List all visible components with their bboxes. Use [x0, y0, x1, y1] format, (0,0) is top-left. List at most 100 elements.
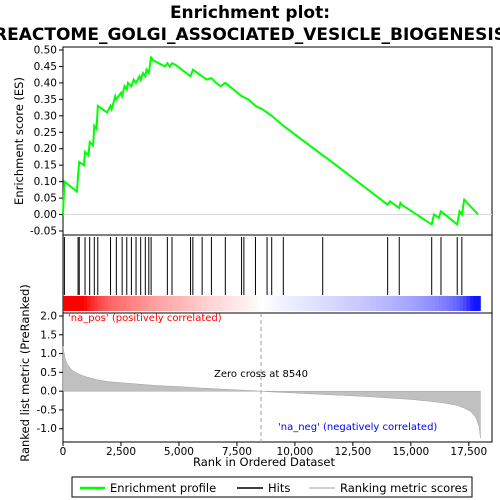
gradient-segment: [223, 296, 227, 311]
gradient-segment: [327, 296, 332, 311]
gradient-segment: [94, 296, 99, 311]
gradient-segment: [83, 296, 88, 311]
rank-gradient-bar: [63, 296, 481, 311]
gradient-segment: [177, 296, 182, 311]
gradient-segment: [146, 296, 151, 311]
gradient-segment: [143, 296, 147, 311]
gradient-segment: [188, 296, 193, 311]
gradient-segment: [80, 296, 85, 311]
gradient-segment: [313, 296, 318, 311]
gradient-segment: [153, 296, 158, 311]
gradient-segment: [257, 296, 262, 311]
es-y-ticks: -0.05 0.00 0.05 0.10 0.15 0.20 0.25 0.30 0.35 0.4…: [30, 45, 63, 238]
gradient-segment: [323, 296, 328, 311]
gradient-segment: [226, 296, 231, 311]
gradient-segment: [156, 296, 161, 311]
es-y-tick-label: 0.50: [34, 45, 57, 57]
gradient-segment: [219, 296, 224, 311]
es-y-tick-label: 0.45: [34, 61, 57, 73]
gradient-segment: [209, 296, 213, 311]
gradient-segment: [372, 296, 377, 311]
ranked-y-tick-label: 1.5: [40, 329, 57, 341]
gradient-segment: [240, 296, 245, 311]
gradient-segment: [428, 296, 433, 311]
gradient-segment: [198, 296, 203, 311]
gradient-segment: [358, 296, 363, 311]
gradient-segment: [250, 296, 255, 311]
gradient-segment: [229, 296, 234, 311]
gradient-segment: [66, 296, 71, 311]
gradient-segment: [330, 296, 335, 311]
es-panel-frame: [62, 46, 493, 236]
legend-frame: [71, 476, 473, 498]
gradient-segment: [285, 296, 290, 311]
gradient-segment: [379, 296, 384, 311]
gradient-segment: [118, 296, 123, 311]
gradient-segment: [316, 296, 321, 311]
gradient-segment: [174, 296, 179, 311]
gradient-segment: [292, 296, 297, 311]
gradient-segment: [435, 296, 440, 311]
legend: Enrichment profile Hits Ranking metric s…: [71, 476, 473, 498]
gradient-segment: [417, 296, 422, 311]
gradient-segment: [337, 296, 342, 311]
gradient-segment: [431, 296, 436, 311]
es-y-tick-label: 0.40: [34, 77, 57, 89]
ranked-y-ticks: -1.0 -0.5 0.0 0.5 1.0 1.5 2.0: [37, 311, 63, 435]
gradient-segment: [139, 296, 144, 311]
es-y-tick-label: 0.10: [34, 176, 57, 188]
gradient-segment: [320, 296, 325, 311]
gradient-segment: [129, 296, 133, 311]
gradient-segment: [160, 296, 165, 311]
gradient-segment: [449, 296, 453, 311]
ranked-y-tick-label: 0.5: [40, 367, 57, 379]
gradient-segment: [299, 296, 304, 311]
gradient-segment: [309, 296, 314, 311]
gradient-segment: [463, 296, 467, 311]
gradient-segment: [101, 296, 106, 311]
gradient-segment: [469, 296, 474, 311]
ranked-y-tick-label: 0.0: [40, 386, 57, 398]
es-y-tick-label: 0.15: [34, 160, 57, 172]
ranked-y-tick-label: 1.0: [40, 348, 57, 360]
chart-title-line1: Enrichment plot:: [170, 3, 330, 23]
ranked-x-tick-label: 2,500: [106, 446, 136, 458]
gradient-segment: [365, 296, 370, 311]
gradient-segment: [184, 296, 189, 311]
gradient-segment: [282, 296, 287, 311]
gradient-segment: [303, 296, 307, 311]
gradient-segment: [170, 296, 175, 311]
gradient-segment: [476, 296, 481, 311]
legend-label-hits: Hits: [268, 481, 290, 495]
ranked-x-ticks: 0 2,500 5,000 7,500 10,000 12,500 15,000 17,500: [60, 442, 487, 458]
es-y-tick-label: 0.25: [34, 127, 57, 139]
gradient-segment: [456, 296, 460, 311]
gradient-segment: [348, 296, 353, 311]
gradient-segment: [473, 296, 478, 311]
gradient-segment: [132, 296, 137, 311]
gradient-segment: [466, 296, 471, 311]
gradient-segment: [389, 296, 394, 311]
gradient-segment: [212, 296, 217, 311]
ranked-x-tick-label: 0: [60, 446, 67, 458]
gradient-segment: [104, 296, 109, 311]
na-neg-label: 'na_neg' (negatively correlated): [278, 422, 437, 433]
es-y-tick-label: 0.00: [34, 209, 57, 221]
gradient-segment: [421, 296, 426, 311]
hits-marks: [63, 237, 463, 295]
enrichment-profile-line: [62, 56, 479, 227]
gradient-segment: [108, 296, 113, 311]
gradient-segment: [386, 296, 391, 311]
ranked-y-tick-label: -1.0: [37, 423, 58, 435]
gradient-segment: [334, 296, 339, 311]
gradient-segment: [306, 296, 311, 311]
gradient-segment: [76, 296, 81, 311]
gradient-segment: [275, 296, 280, 311]
gradient-segment: [181, 296, 186, 311]
gradient-segment: [289, 296, 293, 311]
ranked-panel-frame: [62, 312, 493, 443]
gradient-segment: [393, 296, 398, 311]
gradient-segment: [264, 296, 269, 311]
gradient-segment: [111, 296, 116, 311]
